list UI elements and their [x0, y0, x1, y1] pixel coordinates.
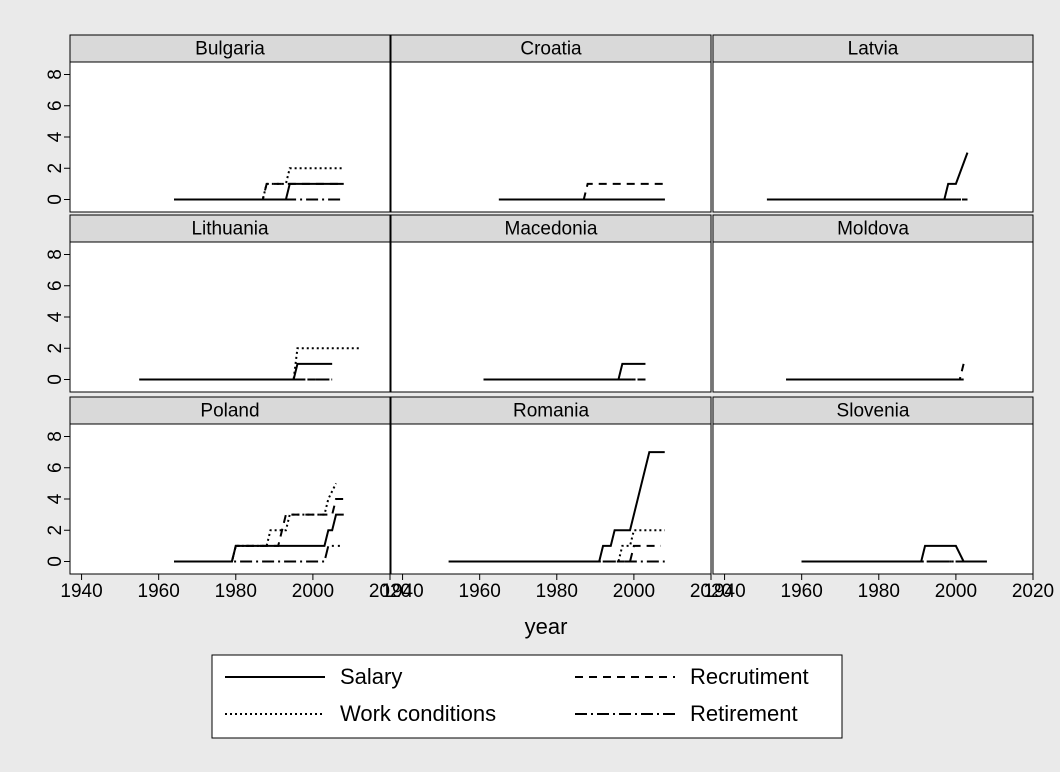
- y-tick-label: 4: [45, 493, 66, 504]
- panel-header: [69, 34, 391, 63]
- x-axis-label: year: [525, 614, 568, 639]
- panel-header: [390, 396, 712, 425]
- y-tick-label: 2: [45, 163, 66, 174]
- plot-area: [390, 423, 712, 575]
- plot-area: [390, 61, 712, 213]
- legend-label: Salary: [340, 664, 402, 689]
- y-tick-label: 0: [45, 556, 66, 567]
- y-tick-label: 4: [45, 131, 66, 142]
- x-tick-label: 1940: [703, 581, 745, 602]
- y-tick-label: 8: [45, 249, 66, 260]
- panel-title: Croatia: [520, 39, 582, 60]
- series-line: [448, 451, 665, 563]
- series-line: [498, 182, 665, 201]
- x-tick-label: 1940: [381, 581, 423, 602]
- y-tick-label: 2: [45, 525, 66, 536]
- x-tick-label: 1940: [60, 581, 102, 602]
- plot-area: [69, 61, 391, 213]
- panel-title: Macedonia: [505, 219, 598, 240]
- panel-header: [390, 214, 712, 243]
- y-tick-label: 6: [45, 100, 66, 111]
- x-tick-label: 2000: [935, 581, 977, 602]
- plot-area: [390, 241, 712, 393]
- legend-label: Retirement: [690, 701, 798, 726]
- plot-area: [712, 241, 1034, 393]
- plot-area: [69, 241, 391, 393]
- series-line: [786, 363, 965, 381]
- legend-label: Work conditions: [340, 701, 496, 726]
- x-tick-label: 1980: [536, 581, 578, 602]
- plot-area: [712, 423, 1034, 575]
- x-tick-label: 1980: [858, 581, 900, 602]
- panel-title: Latvia: [848, 39, 899, 60]
- y-tick-label: 8: [45, 431, 66, 442]
- y-tick-label: 0: [45, 374, 66, 385]
- panel-header: [712, 214, 1034, 243]
- panel-header: [390, 34, 712, 63]
- y-tick-label: 4: [45, 311, 66, 322]
- y-tick-label: 8: [45, 69, 66, 80]
- x-tick-label: 2000: [292, 581, 334, 602]
- y-tick-label: 6: [45, 462, 66, 473]
- x-tick-label: 1960: [781, 581, 823, 602]
- series-line: [174, 482, 337, 563]
- x-tick-label: 2020: [369, 581, 411, 602]
- y-tick-label: 2: [45, 343, 66, 354]
- panel-title: Moldova: [837, 219, 909, 240]
- series-line: [174, 544, 340, 563]
- panel-title: Slovenia: [837, 401, 910, 422]
- panel-title: Lithuania: [191, 219, 269, 240]
- x-tick-label: 1980: [215, 581, 257, 602]
- x-tick-label: 2020: [1012, 581, 1054, 602]
- panel-header: [712, 396, 1034, 425]
- x-tick-label: 2020: [690, 581, 732, 602]
- series-line: [139, 347, 360, 381]
- panel-header: [712, 34, 1034, 63]
- y-tick-label: 0: [45, 194, 66, 205]
- legend-box: [211, 654, 843, 739]
- plot-area: [712, 61, 1034, 213]
- panel-title: Poland: [200, 401, 259, 422]
- panel-title: Romania: [513, 401, 589, 422]
- x-tick-label: 1960: [459, 581, 501, 602]
- x-tick-label: 2000: [613, 581, 655, 602]
- panel-title: Bulgaria: [195, 39, 265, 60]
- x-tick-label: 1960: [138, 581, 180, 602]
- legend-label: Recrutiment: [690, 664, 809, 689]
- panel-header: [69, 396, 391, 425]
- y-tick-label: 6: [45, 280, 66, 291]
